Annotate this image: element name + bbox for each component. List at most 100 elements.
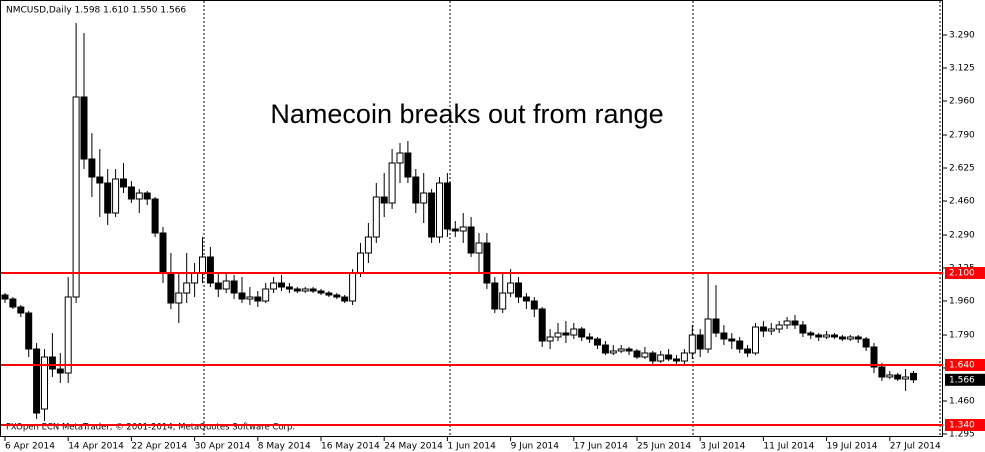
candle-body [878,366,886,378]
y-tick-label: 1.295 [949,430,975,440]
candle-body [680,352,688,362]
candle-body [104,182,112,214]
candle-body [823,334,831,338]
candle-body [72,96,80,298]
candle-body [151,198,159,234]
candle-body [238,292,246,300]
level-label: 1.640 [949,361,975,371]
candle-body [483,242,491,284]
candle-body [278,282,285,288]
candle-body [199,256,206,274]
candle-body [372,196,380,238]
y-tick-label: 3.125 [949,64,975,74]
candle-body [428,192,436,238]
candle-body [807,332,815,336]
candle-body [728,338,736,342]
candle-body [752,326,759,354]
candle-body [736,340,744,350]
y-tick-label: 1.790 [949,331,975,341]
x-tick-label: 17 Jun 2014 [574,442,628,452]
candle-body [25,312,33,350]
candle-body [112,178,120,214]
candle-body [309,288,317,292]
candle-body [546,336,554,342]
candle-body [17,306,25,314]
candle-body [285,286,293,290]
candle-body [262,288,270,302]
candle-body [135,192,143,200]
candle-body [578,328,586,338]
candle-body [175,292,183,304]
last-price-label: 1.566 [949,375,975,385]
candle-body [799,324,807,334]
x-tick-label: 3 Jul 2014 [700,442,745,452]
candle-body [902,376,910,380]
y-tick-label: 2.960 [949,97,975,107]
level-label-box [945,359,985,371]
candle-body [665,354,673,360]
candle-body [1,294,9,300]
x-tick-label: 19 Jul 2014 [827,442,878,452]
x-tick-label: 27 Jul 2014 [890,442,941,452]
candle-body [586,336,594,340]
candle-body [214,282,222,290]
x-tick-label: 14 Apr 2014 [68,442,124,452]
candle-body [364,236,372,254]
candle-body [451,228,459,232]
candle-body [767,328,775,332]
candle-body [388,162,396,204]
y-tick-label: 1.960 [949,297,975,307]
candle-body [704,318,712,350]
candle-body [854,336,862,340]
candle-body [412,176,420,204]
candle-body [846,336,854,340]
candle-body [420,192,428,204]
candle-body [475,242,483,254]
candle-body [33,348,41,414]
candle-body [870,346,878,368]
x-tick-label: 9 Jun 2014 [511,442,560,452]
candle-body [515,282,522,298]
candle-body [862,338,870,348]
candle-body [791,320,799,326]
candle-body [538,308,546,342]
candle-body [443,182,451,230]
candle-body [562,332,570,336]
candle-body [633,350,641,358]
candle-body [759,326,767,332]
candle-body [349,272,357,302]
candle-body [609,350,617,354]
candle-body [222,280,230,290]
level-label: 1.340 [949,421,975,431]
chart-title: NMCUSD,Daily 1.598 1.610 1.550 1.566 [6,6,186,16]
candle-body [325,292,333,296]
candle-body [696,334,704,350]
x-tick-label: 16 May 2014 [321,442,380,452]
candle-body [80,96,88,160]
candle-body [657,354,665,362]
candle-body [459,226,467,232]
candle-body [688,334,696,354]
y-tick-label: 1.460 [949,397,975,407]
x-tick-label: 1 Jun 2014 [447,442,496,452]
candle-body [396,152,404,164]
candle-body [894,374,902,380]
candle-body [649,352,657,362]
y-tick-label: 2.790 [949,131,975,141]
level-label-box [945,419,985,431]
candle-body [64,296,72,374]
y-tick-label: 3.290 [949,31,975,41]
candle-body [775,324,783,330]
candle-body [601,344,609,354]
candle-body [436,182,443,238]
candle-body [333,294,341,298]
candle-body [570,328,578,336]
candle-body [744,348,752,354]
x-tick-label: 24 May 2014 [384,442,443,452]
candle-body [910,372,917,381]
x-tick-label: 25 Jun 2014 [637,442,691,452]
candle-body [491,282,499,310]
plot-frame [0,0,943,437]
candle-body [617,348,625,352]
candle-body [191,272,199,284]
